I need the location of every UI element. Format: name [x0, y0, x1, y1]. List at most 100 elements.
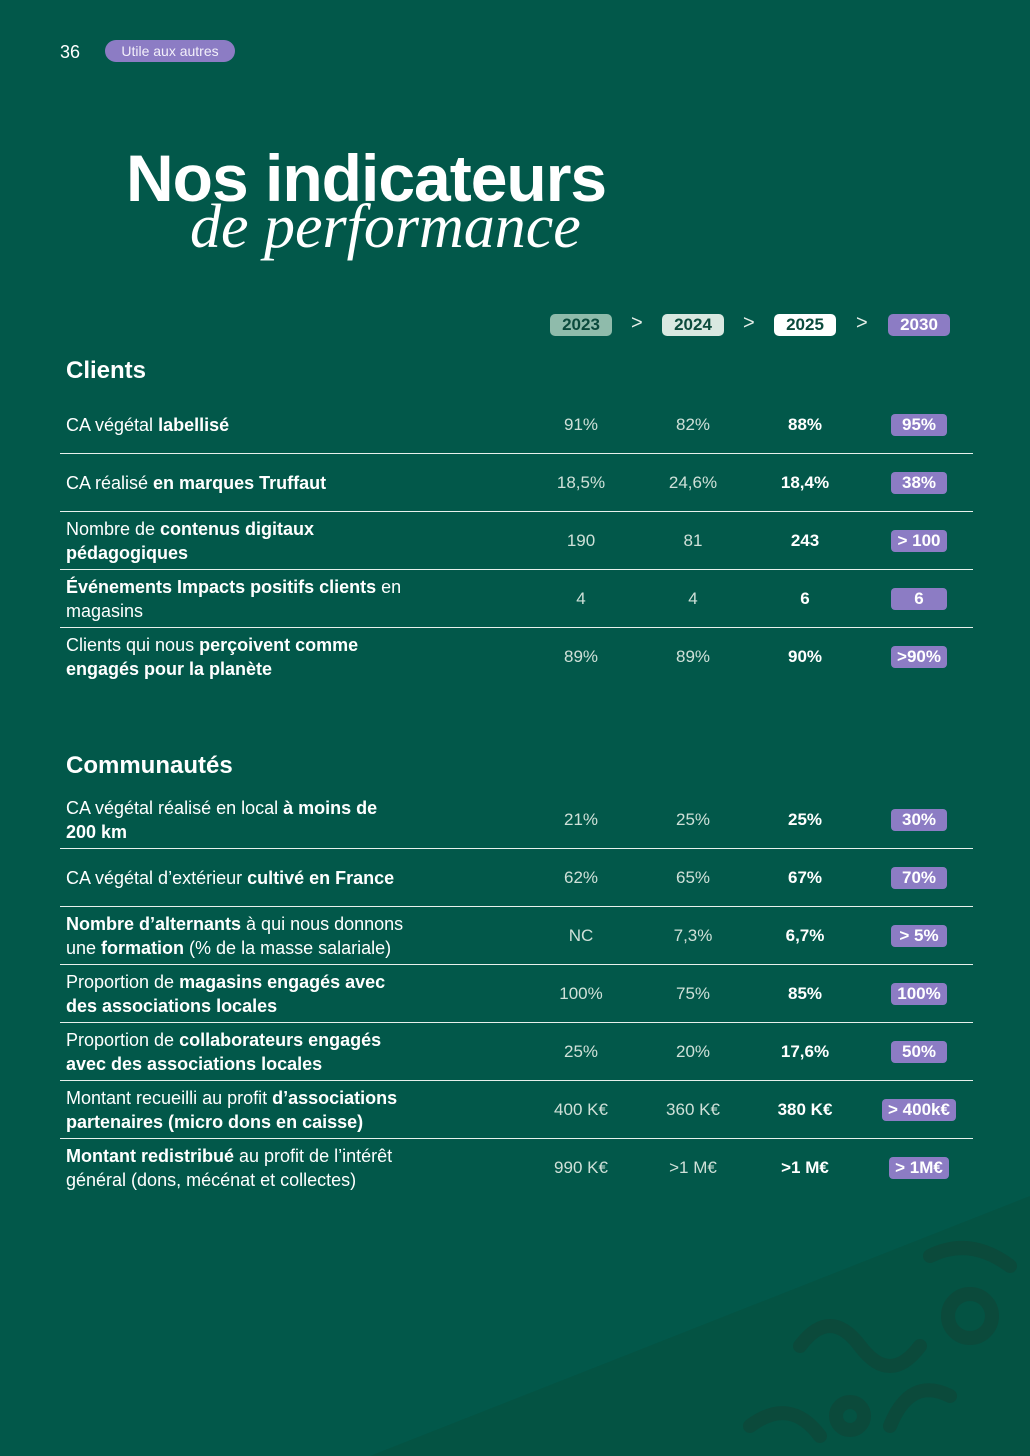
year-label: 2023 [550, 314, 612, 336]
label-text: à qui nous donnons une [66, 913, 404, 958]
table-row: Clients qui nous perçoivent comme engagé… [60, 628, 973, 686]
row-label: CA végétal labellisé [60, 413, 450, 437]
label-text: CA végétal [66, 414, 159, 435]
label-text: cultivé en France [247, 867, 395, 888]
value: >1 M€ [669, 1158, 717, 1177]
value: 380 K€ [777, 1099, 833, 1119]
table-row: Montant redistribué au profit de l’intér… [60, 1139, 973, 1197]
values: 990 K€ >1 M€ >1 M€ > 1M€ [450, 1141, 973, 1195]
value: 18,4% [780, 472, 830, 492]
row-label: CA réalisé en marques Truffaut [60, 471, 450, 495]
value-cell: 100% [526, 984, 636, 1004]
value: 400 K€ [554, 1099, 608, 1119]
label-text: Proportion de [66, 1029, 180, 1050]
value-cell: >90% [864, 646, 974, 668]
value: 62% [563, 867, 599, 887]
value: 91% [563, 414, 599, 434]
value: 190 [566, 530, 596, 550]
value-cell: 17,6% [750, 1042, 860, 1062]
value-cell: 88% [750, 415, 860, 435]
value: 67% [787, 867, 823, 887]
row-label: Événements Impacts positifs clients en m… [60, 575, 450, 623]
label-text: d’associations partenaires (micro dons e… [66, 1087, 398, 1132]
value-cell: 380 K€ [750, 1100, 860, 1120]
value-cell: 21% [526, 810, 636, 830]
label-text: formation [101, 937, 185, 958]
label-text: labellisé [158, 414, 230, 435]
value: 18,5% [556, 472, 606, 492]
target-value: 95% [891, 413, 947, 436]
table-row: CA végétal réalisé en local à moins de 2… [60, 791, 973, 849]
label-text: Nombre de [66, 518, 161, 539]
target-value: 30% [891, 808, 947, 831]
label-text: collaborateurs engagés avec des associat… [66, 1029, 382, 1074]
value-cell: 18,4% [750, 473, 860, 493]
value-cell: 4 [638, 589, 748, 609]
value: 17,6% [780, 1041, 830, 1061]
value-cell: 62% [526, 868, 636, 888]
table-row: Événements Impacts positifs clients en m… [60, 570, 973, 628]
table-row: Proportion de magasins engagés avec des … [60, 965, 973, 1023]
value-cell: 25% [750, 810, 860, 830]
value: 360 K€ [666, 1099, 720, 1119]
label-text: Événements Impacts positifs clients [66, 576, 377, 597]
target-value: > 400k€ [882, 1098, 956, 1121]
label-text: en magasins [66, 576, 402, 621]
target-value: 70% [891, 866, 947, 889]
year-label: 2024 [662, 314, 724, 336]
label-text: CA végétal d’extérieur [66, 867, 248, 888]
value-cell: 6 [864, 587, 974, 610]
label-text: contenus digitaux pédagogiques [66, 518, 315, 563]
value: 82% [675, 414, 711, 434]
indicator-table: Clients CA végétal labellisé 91% 82% 88% 95% C… [60, 346, 973, 1197]
table-row: CA végétal labellisé 91% 82% 88% 95% [60, 396, 973, 454]
row-label: CA végétal réalisé en local à moins de 2… [60, 796, 450, 844]
value-cell: 7,3% [638, 926, 748, 946]
values: 190 81 243 > 100 [450, 514, 973, 567]
value-cell: 100% [864, 982, 974, 1005]
value-cell: 20% [638, 1042, 748, 1062]
target-value: 100% [891, 982, 947, 1005]
table-row: Montant recueilli au profit d’associatio… [60, 1081, 973, 1139]
value: 6,7% [785, 925, 825, 945]
year-separator: > [631, 312, 643, 334]
label-text: magasins engagés avec des associations l… [66, 971, 386, 1016]
value-cell: NC [526, 926, 636, 946]
value-cell: 30% [864, 808, 974, 831]
label-text: à moins de 200 km [66, 797, 378, 842]
value-cell: 25% [638, 810, 748, 830]
value: 4 [576, 588, 586, 608]
value: 81 [683, 530, 703, 550]
value: 7,3% [673, 925, 713, 945]
value: 25% [675, 809, 711, 829]
value-cell: 25% [526, 1042, 636, 1062]
value: 25% [787, 809, 823, 829]
value: 75% [675, 983, 711, 1003]
value-cell: 89% [526, 647, 636, 667]
value-cell: >1 M€ [638, 1158, 748, 1178]
label-text: perçoivent comme engagés pour la planète [66, 635, 359, 679]
label-text: (% de la masse salariale) [184, 937, 392, 958]
value-cell: 95% [864, 413, 974, 436]
label-text: en marques Truffaut [153, 472, 327, 493]
row-label: Nombre d’alternants à qui nous donnons u… [60, 912, 450, 960]
row-label: Montant recueilli au profit d’associatio… [60, 1086, 450, 1134]
value: >1 M€ [781, 1158, 829, 1177]
value-cell: 82% [638, 415, 748, 435]
title: Nos indicateurs [126, 141, 607, 215]
table-row: CA végétal d’extérieur cultivé en France… [60, 849, 973, 907]
table-row: Nombre d’alternants à qui nous donnons u… [60, 907, 973, 965]
label-text: Montant redistribué [66, 1146, 235, 1166]
values: 100% 75% 85% 100% [450, 967, 973, 1020]
value-cell: 75% [638, 984, 748, 1004]
value-cell: > 1M€ [864, 1157, 974, 1179]
target-value: > 5% [891, 924, 947, 947]
value-cell: 18,5% [526, 473, 636, 493]
value-cell: 6,7% [750, 926, 860, 946]
row-label: Montant redistribué au profit de l’intér… [60, 1144, 450, 1192]
value: 89% [675, 647, 711, 666]
target-value: > 1M€ [889, 1157, 949, 1179]
value-cell: 67% [750, 868, 860, 888]
values: 89% 89% 90% >90% [450, 630, 973, 684]
